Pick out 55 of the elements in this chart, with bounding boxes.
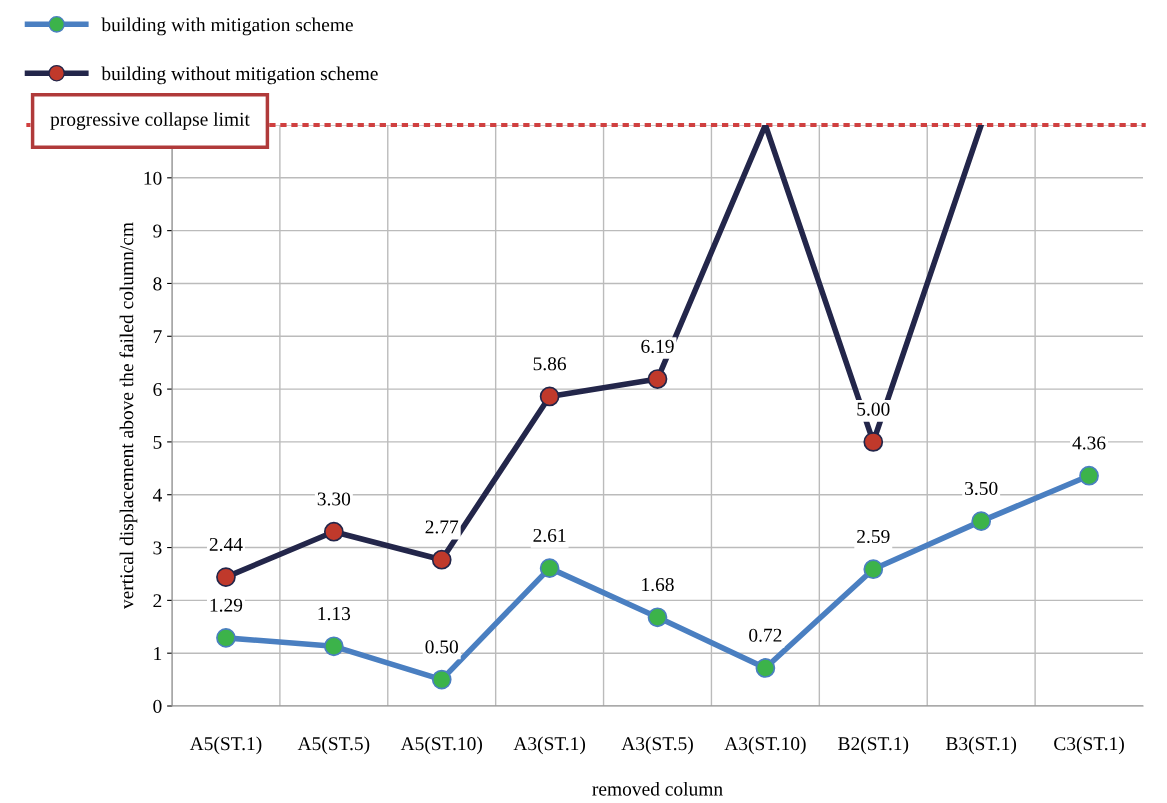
y-tick-label: 0 xyxy=(153,699,162,713)
point xyxy=(323,521,344,542)
point xyxy=(323,636,344,657)
y-tick-label: 7 xyxy=(153,330,162,344)
point xyxy=(647,369,668,389)
x-tick-label: A5(ST.5) xyxy=(297,736,370,755)
legend-label: building with mitigation scheme xyxy=(101,17,353,36)
x-tick-label: A5(ST.10) xyxy=(400,736,483,755)
x-tick-label: A3(ST.10) xyxy=(724,736,806,755)
data-label: 5.00 xyxy=(857,402,890,416)
point xyxy=(539,558,560,579)
data-label: 0.72 xyxy=(749,628,782,642)
data-label: 2.77 xyxy=(425,520,459,534)
point xyxy=(539,386,560,407)
y-tick-label: 8 xyxy=(153,277,162,291)
data-label: 2.44 xyxy=(209,537,243,552)
point xyxy=(755,658,776,678)
point xyxy=(647,607,668,628)
ref-line-label: progressive collapse limit xyxy=(50,112,250,130)
x-tick-label: C3(ST.1) xyxy=(1054,736,1124,755)
x-tick-label: B3(ST.1) xyxy=(945,736,1017,755)
y-tick-label: 1 xyxy=(154,647,162,660)
x-tick-label: A3(ST.1) xyxy=(513,736,586,755)
point xyxy=(971,511,992,531)
y-tick-label: 10 xyxy=(144,171,162,185)
point xyxy=(1079,465,1099,486)
data-label: 5.86 xyxy=(533,357,567,371)
y-tick-label: 9 xyxy=(153,224,162,238)
y-tick-label: 6 xyxy=(153,382,162,397)
data-label: 4.36 xyxy=(1072,436,1106,450)
data-label: 3.50 xyxy=(965,481,998,496)
data-label: 1.68 xyxy=(642,577,674,592)
data-label: 2.61 xyxy=(533,528,566,543)
y-axis-title: vertical displacement above the failed column/cm xyxy=(119,222,138,610)
point xyxy=(863,432,884,452)
x-tick-label: A5(ST.1) xyxy=(189,736,262,755)
point xyxy=(216,628,236,648)
legend-label: building without mitigation scheme xyxy=(101,66,378,85)
data-label: 6.19 xyxy=(641,339,674,353)
y-tick-label: 3 xyxy=(153,541,162,555)
y-tick-label: 2 xyxy=(153,594,162,608)
point xyxy=(431,549,452,570)
y-tick-label: 5 xyxy=(153,435,162,449)
data-label: 3.30 xyxy=(317,492,351,506)
y-tick-label: 4 xyxy=(152,488,162,502)
x-tick-label: A3(ST.5) xyxy=(621,736,693,755)
data-label: 2.59 xyxy=(857,529,890,544)
data-label: 0.50 xyxy=(425,640,458,654)
x-tick-label: B2(ST.1) xyxy=(838,736,909,755)
point xyxy=(216,567,236,587)
point xyxy=(863,559,884,580)
data-label: 1.29 xyxy=(210,598,243,612)
point xyxy=(431,669,452,690)
data-label: 1.13 xyxy=(318,607,351,621)
x-axis-title: removed column xyxy=(592,781,723,796)
